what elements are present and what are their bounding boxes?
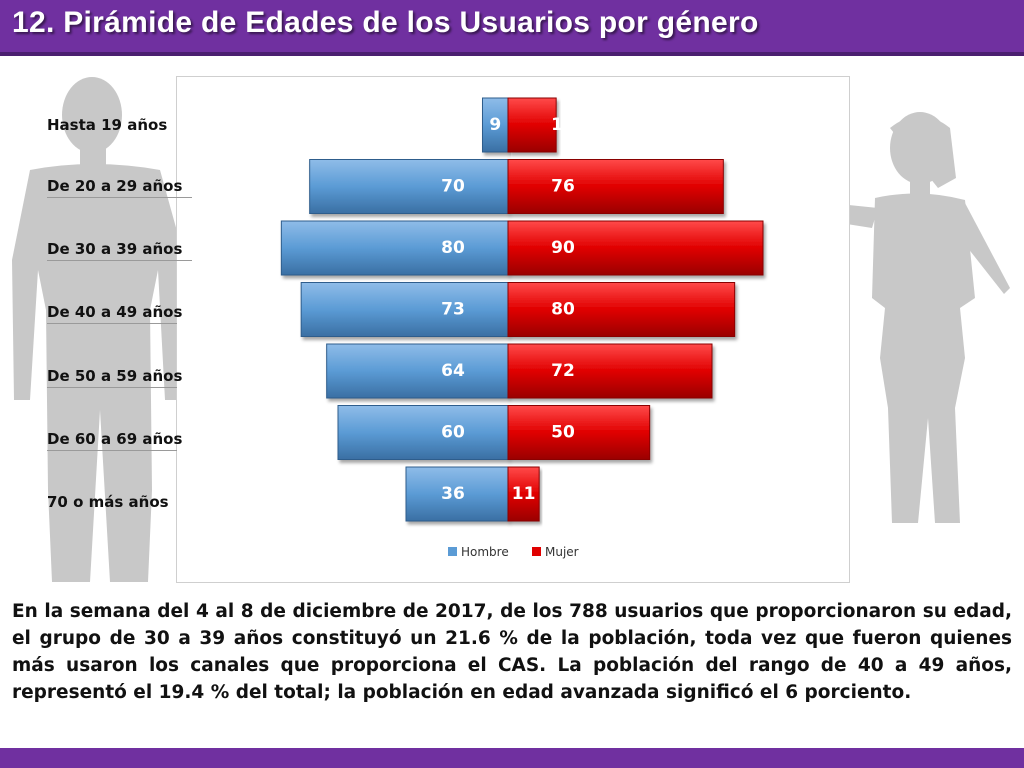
bar-hombre-5 (337, 405, 509, 460)
data-label-mujer-4: 72 (551, 361, 575, 381)
pyramid-chart: 9 17 70 76 80 90 73 80 64 72 60 50 36 11 Hombre Mujer (280, 97, 764, 559)
bar-hombre-4 (326, 343, 509, 399)
bar-hombre-0 (482, 97, 509, 153)
data-label-mujer-6: 11 (512, 484, 536, 504)
data-label-hombre-2: 80 (441, 238, 465, 258)
category-label-3: De 40 a 49 años (47, 303, 182, 324)
bar-mujer-1 (507, 159, 724, 214)
data-label-hombre-0: 9 (489, 115, 501, 135)
category-label-2: De 30 a 39 años (47, 240, 192, 261)
legend-label-mujer: Mujer (545, 545, 579, 559)
bar-mujer-4 (507, 343, 713, 399)
data-label-mujer-0: 17 (551, 115, 575, 135)
title-bar: 12. Pirámide de Edades de los Usuarios p… (0, 0, 1024, 56)
data-label-mujer-2: 90 (551, 238, 575, 258)
category-label-5: De 60 a 69 años (47, 430, 182, 451)
bar-hombre-6 (405, 466, 509, 522)
data-label-mujer-1: 76 (551, 177, 575, 197)
data-label-hombre-6: 36 (441, 484, 465, 504)
category-label-1: De 20 a 29 años (47, 177, 192, 198)
category-label-6: 70 o más años (47, 493, 169, 511)
data-label-mujer-5: 50 (551, 423, 575, 443)
footer-bar (0, 748, 1024, 768)
legend-swatch-mujer (532, 547, 541, 556)
category-label-0: Hasta 19 años (47, 116, 168, 134)
data-label-mujer-3: 80 (551, 300, 575, 320)
data-label-hombre-5: 60 (441, 423, 465, 443)
bar-mujer-2 (507, 220, 764, 276)
legend-swatch-hombre (448, 547, 457, 556)
description-text: En la semana del 4 al 8 de diciembre de … (12, 601, 1012, 703)
male-silhouette-icon (12, 77, 185, 582)
bar-mujer-0 (507, 97, 557, 153)
data-label-hombre-4: 64 (441, 361, 465, 381)
bar-mujer-6 (507, 466, 540, 522)
bar-hombre-2 (280, 220, 509, 276)
bar-mujer-5 (507, 405, 651, 460)
category-label-4: De 50 a 59 años (47, 367, 182, 388)
page-title: 12. Pirámide de Edades de los Usuarios p… (12, 6, 759, 39)
bar-hombre-3 (300, 282, 509, 337)
data-label-hombre-3: 73 (441, 300, 465, 320)
bar-mujer-3 (507, 282, 736, 337)
data-label-hombre-1: 70 (441, 177, 465, 197)
bar-hombre-1 (309, 159, 509, 214)
legend-label-hombre: Hombre (461, 545, 509, 559)
female-silhouette-icon (764, 112, 1010, 524)
